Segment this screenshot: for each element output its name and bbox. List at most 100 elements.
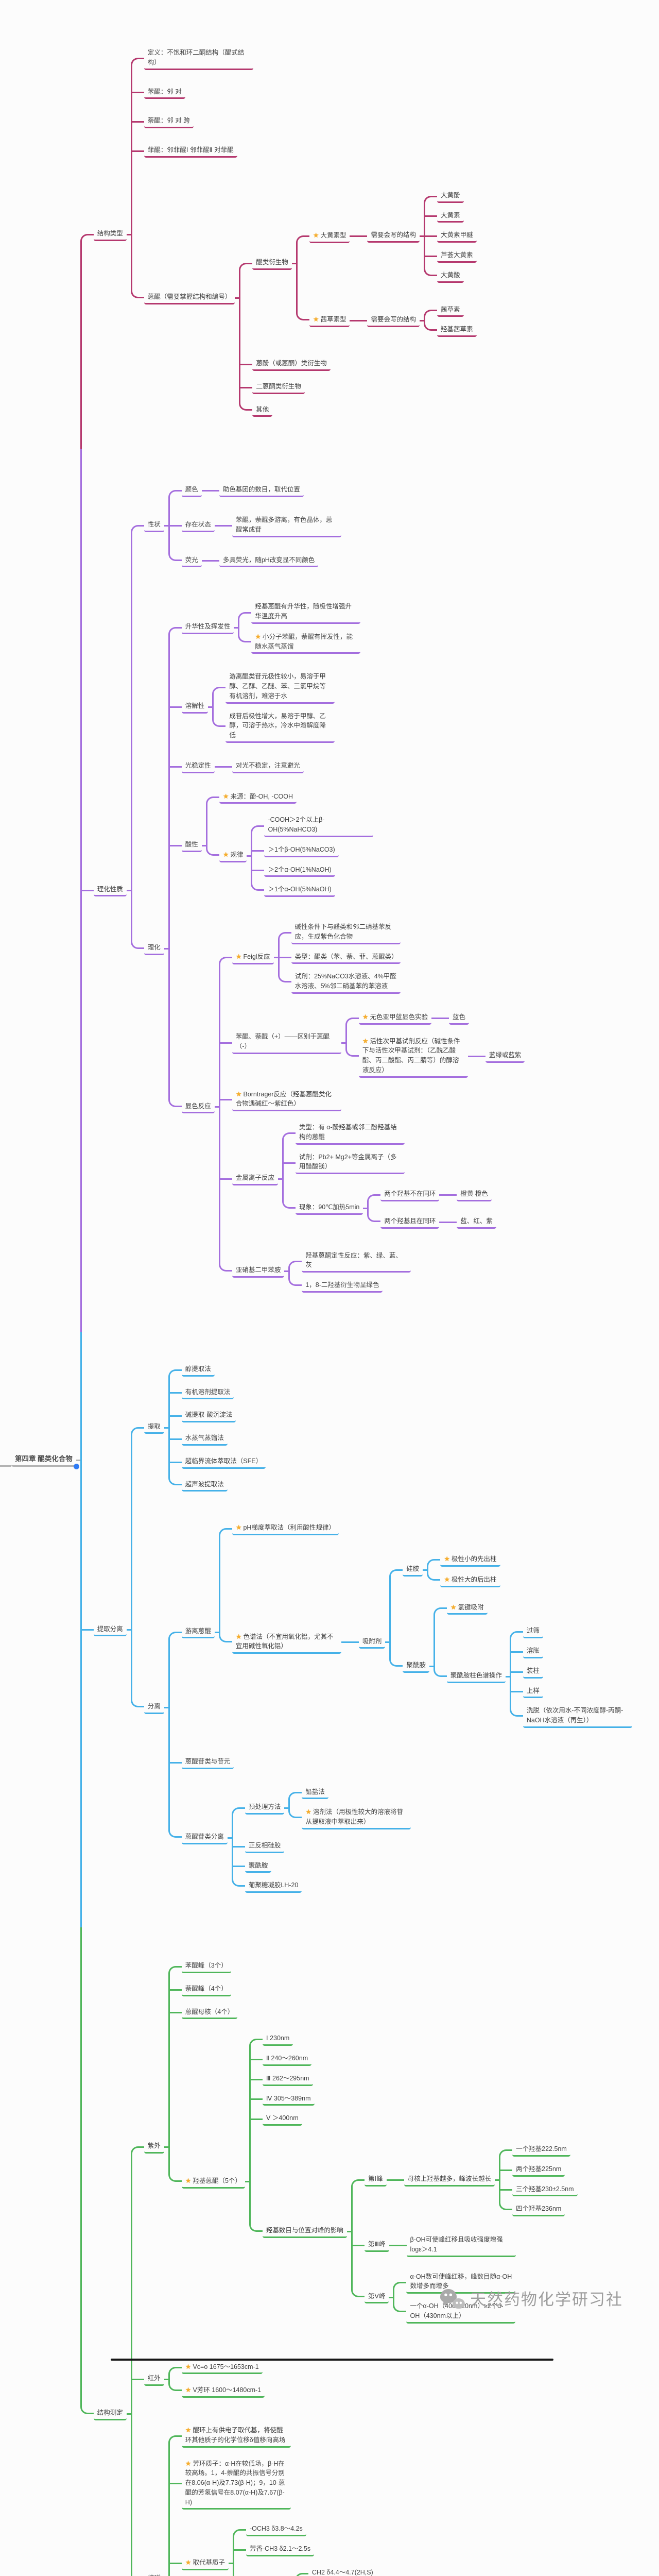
mindmap-node-label[interactable]: ★ 羟基蒽醌（5个） bbox=[181, 2175, 245, 2189]
mindmap-node-label[interactable]: 大黄素甲醚 bbox=[437, 230, 477, 243]
mindmap-node-label[interactable]: 性状 bbox=[144, 519, 164, 533]
mindmap-node-label[interactable]: 核磁 bbox=[144, 2573, 164, 2576]
mindmap-node-label[interactable]: ★ pH梯度萃取法（利用酸性规律） bbox=[232, 1522, 339, 1535]
mindmap-node-label[interactable]: ★ V芳环 1600～1480cm-1 bbox=[181, 2384, 265, 2398]
mindmap-node-label[interactable]: 蒽醌母核（4个） bbox=[181, 2007, 238, 2020]
mindmap-node-label[interactable]: 三个羟基230±2.5nm bbox=[512, 2184, 578, 2197]
mindmap-node-label[interactable]: 过筛 bbox=[523, 1625, 543, 1638]
mindmap-node-label[interactable]: 多具荧光，随pH改变显不同颜色 bbox=[219, 555, 319, 568]
mindmap-node-label[interactable]: 橙黄 橙色 bbox=[457, 1189, 492, 1201]
mindmap-node-label[interactable]: 聚酰胺 bbox=[403, 1660, 429, 1673]
mindmap-node-label[interactable]: 蓝、红、紫 bbox=[457, 1216, 496, 1229]
mindmap-node-label[interactable]: 聚酰胺 bbox=[245, 1860, 272, 1873]
mindmap-node-label[interactable]: 碱性条件下与醛类和邻二硝基苯反应，生成紫色化合物 bbox=[291, 922, 401, 944]
mindmap-node-label[interactable]: 苯醌、萘醌（+）——区别于蒽醌（-） bbox=[232, 1031, 341, 1054]
mindmap-node-label[interactable]: 需要会写的结构 bbox=[367, 230, 420, 243]
mindmap-node-label[interactable]: 金属离子反应 bbox=[232, 1173, 278, 1185]
mindmap-node-label[interactable]: ★ 无色亚甲蓝显色实验 bbox=[358, 1011, 431, 1025]
mindmap-node-label[interactable]: 吸附剂 bbox=[358, 1636, 386, 1649]
mindmap-node-label[interactable]: 超临界流体萃取法（SFE） bbox=[181, 1456, 266, 1469]
mindmap-node-label[interactable]: 升华性及挥发性 bbox=[181, 621, 234, 634]
mindmap-node-label[interactable]: ★ 取代基质子 bbox=[181, 2557, 229, 2570]
mindmap-node-label[interactable]: ★ 规律 bbox=[219, 849, 247, 862]
mindmap-node-label[interactable]: β-OH可使峰红移且吸收强度增强logε＞4.1 bbox=[406, 2234, 516, 2257]
mindmap-node-label[interactable]: 正反相硅胶 bbox=[245, 1840, 285, 1853]
mindmap-node-label[interactable]: 紫外 bbox=[144, 2141, 164, 2154]
mindmap-node-label[interactable]: 水蒸气蒸馏法 bbox=[181, 1433, 228, 1446]
mindmap-node-label[interactable]: 大黄酸 bbox=[437, 270, 464, 283]
mindmap-node-label[interactable]: 溶解性 bbox=[181, 701, 209, 714]
mindmap-node-label[interactable]: ★ Feigl反应 bbox=[232, 951, 274, 964]
mindmap-node-label[interactable]: 对光不稳定，注意避光 bbox=[232, 760, 304, 773]
mindmap-node-label[interactable]: 蒽酚（或蒽酮）类衍生物 bbox=[252, 358, 331, 371]
mindmap-node-label[interactable]: Ⅳ 305～389nm bbox=[262, 2093, 315, 2106]
mindmap-node-label[interactable]: 两个羟基且在同环 bbox=[380, 1216, 440, 1229]
mindmap-node-label[interactable]: 两个羟基不在同环 bbox=[380, 1189, 440, 1201]
mindmap-node-label[interactable]: 显色反应 bbox=[181, 1101, 215, 1114]
mindmap-node-label[interactable]: ★ 来源：酚-OH, -COOH bbox=[219, 791, 297, 804]
mindmap-node-label[interactable]: 理化性质 bbox=[93, 884, 127, 897]
mindmap-node-label[interactable]: 蒽醌苷类与苷元 bbox=[181, 1756, 234, 1769]
mindmap-node-label[interactable]: -OCH3 δ3.8～4.2s bbox=[246, 2523, 306, 2536]
mindmap-node-label[interactable]: 溶胀 bbox=[523, 1646, 543, 1658]
mindmap-node-label[interactable]: ★ 芳环质子：α-H在较低场，β-H在较高场。1，4-萘醌的共振信号分别在8.06… bbox=[181, 2458, 291, 2510]
mindmap-node-label[interactable]: 光稳定性 bbox=[181, 760, 215, 773]
mindmap-node-label[interactable]: 萘醌：邻 对 跨 bbox=[144, 115, 194, 128]
mindmap-node-label[interactable]: 类型：醌类（苯、萘、菲、蒽醌类） bbox=[291, 952, 401, 964]
mindmap-node-label[interactable]: 预处理方法 bbox=[245, 1802, 285, 1815]
mindmap-node-label[interactable]: 羟基茜草素 bbox=[437, 324, 477, 337]
mindmap-node-label[interactable]: 游离蒽醌 bbox=[181, 1626, 215, 1639]
mindmap-node-label[interactable]: 萘醌峰（4个） bbox=[181, 1984, 231, 1996]
mindmap-node-label[interactable]: 理化 bbox=[144, 942, 164, 955]
mindmap-node-label[interactable]: 蒽醌（需要掌握结构和编号） bbox=[144, 292, 235, 304]
mindmap-node-label[interactable]: 母核上羟基越多，峰波长越长 bbox=[404, 2174, 495, 2187]
mindmap-node-label[interactable]: 其他 bbox=[252, 404, 273, 417]
root-node-label[interactable]: 第四章 醌类化合物 bbox=[0, 1453, 79, 1469]
mindmap-node-label[interactable]: 第Ⅴ峰 bbox=[364, 2291, 389, 2304]
mindmap-node-label[interactable]: 蓝色 bbox=[448, 1012, 469, 1025]
mindmap-node-label[interactable]: ★ Vc=o 1675～1653cm-1 bbox=[181, 2361, 263, 2375]
mindmap-node-label[interactable]: ＞2个α-OH(1%NaOH) bbox=[264, 865, 335, 877]
mindmap-node-label[interactable]: 游离醌类苷元极性较小，易溶于甲醇、乙醇、乙醚、苯、三氯甲烷等有机溶剂，难溶于水 bbox=[226, 671, 335, 704]
mindmap-node-label[interactable]: 第Ⅲ峰 bbox=[364, 2239, 389, 2252]
mindmap-node-label[interactable]: 试剂：25%NaCO3水溶液、4%甲醛水溶液、5%邻二硝基苯的苯溶液 bbox=[291, 971, 401, 994]
mindmap-node-label[interactable]: 菲醌：邻菲醌Ⅰ 邻菲醌Ⅱ 对菲醌 bbox=[144, 145, 237, 158]
mindmap-node-label[interactable]: Ⅴ ＞400nm bbox=[262, 2113, 302, 2126]
mindmap-node-label[interactable]: 上样 bbox=[523, 1686, 543, 1699]
mindmap-node-label[interactable]: 二蒽酮类衍生物 bbox=[252, 381, 305, 394]
mindmap-node-label[interactable]: 一个羟基222.5nm bbox=[512, 2144, 570, 2157]
mindmap-node-label[interactable]: 颜色 bbox=[181, 484, 202, 497]
mindmap-node-label[interactable]: ★ 小分子苯醌，萘醌有挥发性，能随水蒸气蒸馏 bbox=[251, 631, 361, 654]
mindmap-node-label[interactable]: 两个羟基225nm bbox=[512, 2164, 565, 2177]
mindmap-node-label[interactable]: ＞1个β-OH(5%NaCO3) bbox=[264, 844, 339, 857]
mindmap-node-label[interactable]: Ⅰ 230nm bbox=[262, 2033, 293, 2046]
mindmap-node-label[interactable]: ★ 溶剂法（用极性较大的溶液将苷从提取液中萃取出来） bbox=[302, 1806, 411, 1829]
mindmap-node-label[interactable]: 洗脱（依次用水-不同浓度醇-丙酮-NaOH水溶液（再生）） bbox=[523, 1705, 632, 1728]
mindmap-node-label[interactable]: ★ 活性次甲基试剂反应（碱性条件下与活性次甲基试剂：（乙酰乙酸酯、丙二酸酯、丙二腈… bbox=[358, 1036, 468, 1078]
mindmap-node-label[interactable]: 荧光 bbox=[181, 555, 202, 568]
mindmap-node-label[interactable]: 亚硝基二甲苯胺 bbox=[232, 1265, 285, 1278]
mindmap-node-label[interactable]: 助色基团的数目，取代位置 bbox=[219, 484, 304, 497]
mindmap-node-label[interactable]: 酸性 bbox=[181, 839, 202, 852]
mindmap-node-label[interactable]: ★ 极性小的先出柱 bbox=[440, 1553, 500, 1567]
mindmap-node-label[interactable]: 芳香-CH3 δ2.1～2.5s bbox=[246, 2544, 315, 2556]
mindmap-node-label[interactable]: 铅盐法 bbox=[302, 1787, 328, 1800]
mindmap-node-label[interactable]: 提取分离 bbox=[93, 1624, 127, 1637]
mindmap-node-label[interactable]: 醌类衍生物 bbox=[252, 257, 292, 270]
mindmap-node-label[interactable]: 蒽醌苷类分离 bbox=[181, 1832, 228, 1844]
mindmap-node-label[interactable]: α-OH数可使峰红移，峰数目随α-OH数增多而增多 bbox=[406, 2272, 516, 2294]
mindmap-node-label[interactable]: ★ 大黄素型 bbox=[309, 230, 350, 243]
mindmap-node-label[interactable]: 碱提取-酸沉淀法 bbox=[181, 1410, 236, 1422]
mindmap-node-label[interactable]: ★ 醌环上有供电子取代基，将使醌环其他质子的化学位移δ值移向高场 bbox=[181, 2425, 291, 2448]
mindmap-node-label[interactable]: 装柱 bbox=[523, 1666, 543, 1679]
mindmap-node-label[interactable]: 第Ⅰ峰 bbox=[364, 2174, 387, 2187]
mindmap-node-label[interactable]: ＞1个α-OH(5%NaOH) bbox=[264, 884, 335, 897]
mindmap-node-label[interactable]: CH2 δ4.4～4.7(2H,S) bbox=[308, 2567, 377, 2576]
mindmap-node-label[interactable]: 硅胶 bbox=[403, 1564, 423, 1577]
mindmap-node-label[interactable]: -COOH＞2个以上β-OH(5%NaHCO3) bbox=[264, 815, 374, 837]
mindmap-node-label[interactable]: 需要会写的结构 bbox=[367, 314, 420, 327]
mindmap-node-label[interactable]: 定义：不饱和环二酮结构（醌式结构） bbox=[144, 47, 253, 70]
mindmap-node-label[interactable]: 存在状态 bbox=[181, 519, 215, 533]
mindmap-node-label[interactable]: 醇提取法 bbox=[181, 1364, 215, 1377]
mindmap-node-label[interactable]: ★ 色谱法（不宜用氧化铝，尤其不宜用碱性氧化铝） bbox=[232, 1631, 341, 1654]
